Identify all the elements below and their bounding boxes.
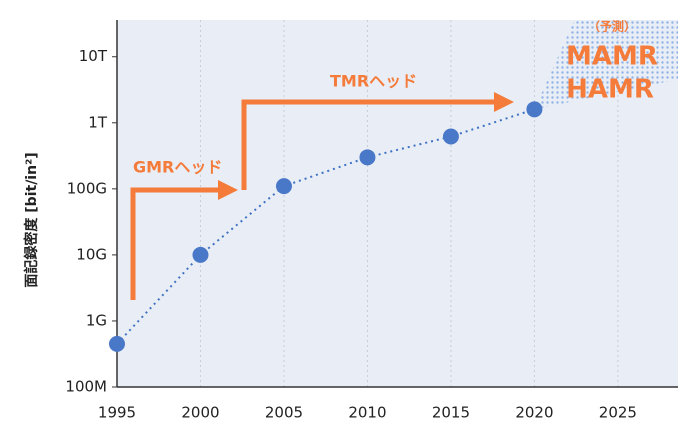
gmr-arrow	[130, 180, 238, 300]
annotation: HAMR	[566, 75, 654, 105]
y-tick-label: 10G	[76, 245, 107, 263]
annotation: GMRヘッド	[133, 158, 222, 177]
x-tick-label: 1995	[98, 404, 136, 422]
annotation: TMRヘッド	[330, 72, 417, 91]
tmr-arrow	[241, 92, 514, 190]
x-tick-label: 2010	[348, 404, 386, 422]
data-point	[359, 149, 376, 166]
data-point	[442, 128, 459, 145]
annotation: MAMR	[566, 42, 658, 72]
data-point	[526, 101, 543, 118]
y-axis-label: 面記録密度 [bit/in²]	[23, 152, 40, 287]
annotation: （予測）	[588, 19, 636, 34]
y-tick-label: 100M	[65, 378, 107, 396]
forecast-region	[534, 20, 678, 110]
x-tick-label: 2015	[432, 404, 470, 422]
data-point	[192, 246, 209, 263]
x-tick-label: 2020	[515, 404, 553, 422]
y-tick-label: 1G	[86, 311, 107, 329]
y-tick-label: 100G	[67, 179, 107, 197]
x-tick-label: 2025	[599, 404, 637, 422]
data-point	[275, 178, 292, 195]
y-tick-label: 1T	[88, 113, 108, 131]
y-tick-label: 10T	[79, 47, 108, 65]
data-point	[109, 335, 125, 352]
x-tick-label: 2000	[181, 404, 219, 422]
x-tick-label: 2005	[265, 404, 303, 422]
